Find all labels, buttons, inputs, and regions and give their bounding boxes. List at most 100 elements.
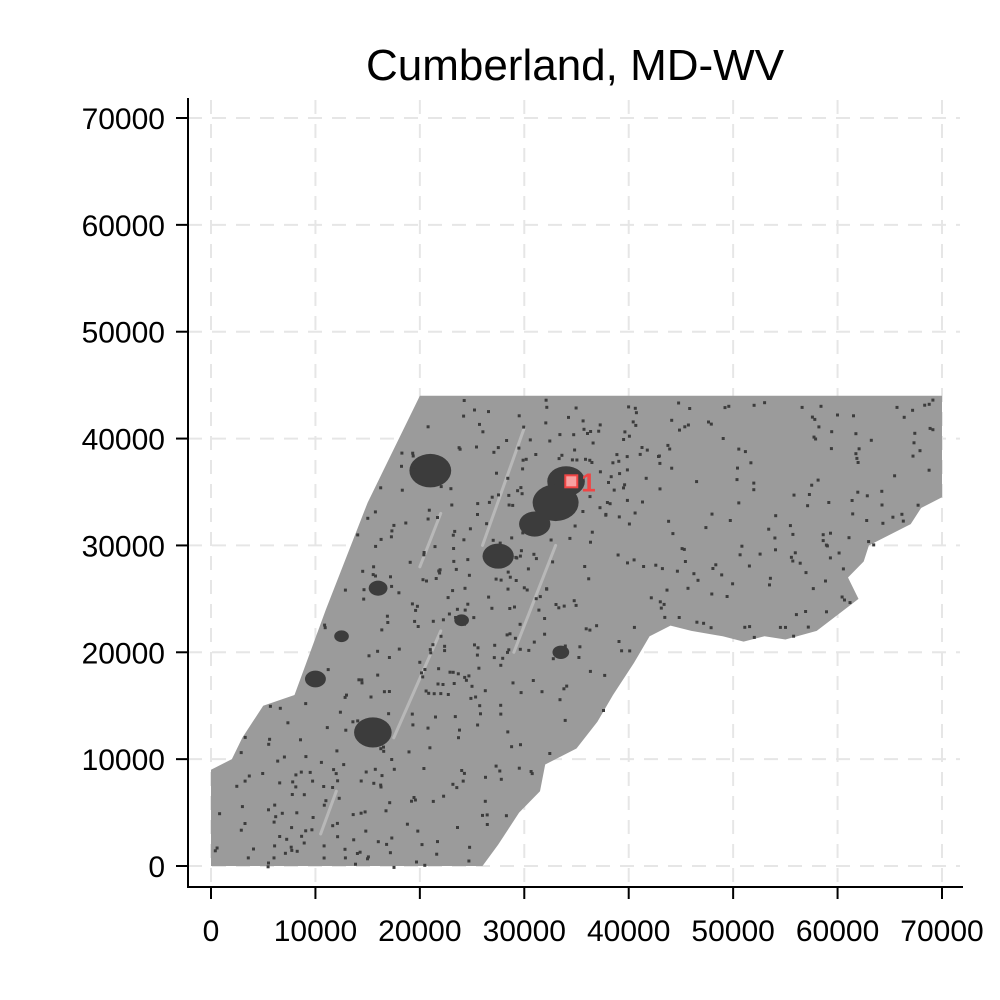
development-speck	[508, 607, 512, 610]
development-speck	[302, 793, 306, 797]
y-tick-label: 60000	[82, 210, 165, 243]
development-speck	[552, 488, 556, 492]
development-speck	[916, 503, 920, 507]
development-speck	[436, 840, 439, 844]
development-speck	[411, 451, 415, 455]
development-speck	[431, 799, 435, 803]
development-speck	[670, 466, 674, 470]
development-speck	[562, 687, 566, 691]
development-speck	[390, 584, 394, 588]
development-speck	[736, 466, 739, 470]
development-speck	[423, 863, 427, 867]
development-speck	[360, 681, 364, 685]
development-speck	[379, 747, 383, 751]
development-speck	[457, 446, 461, 450]
development-speck	[631, 420, 635, 424]
development-speck	[525, 588, 529, 592]
development-speck	[792, 493, 796, 497]
development-speck	[511, 503, 515, 507]
development-speck	[565, 684, 569, 688]
development-speck	[662, 602, 666, 606]
development-speck	[358, 850, 362, 854]
development-speck	[807, 493, 811, 496]
development-speck	[498, 541, 502, 545]
development-speck	[384, 809, 388, 813]
development-speck	[360, 678, 364, 682]
development-speck	[413, 619, 417, 623]
development-speck	[382, 745, 385, 749]
development-speck	[433, 545, 437, 549]
development-speck	[462, 414, 466, 418]
development-speck	[709, 422, 713, 426]
development-speck	[567, 415, 570, 419]
development-speck	[738, 553, 742, 557]
development-speck	[578, 645, 582, 649]
development-speck	[323, 626, 327, 630]
development-speck	[668, 447, 672, 451]
development-speck	[364, 829, 368, 833]
development-speck	[589, 540, 592, 544]
development-speck	[493, 643, 497, 647]
development-speck	[678, 428, 681, 432]
development-speck	[411, 723, 415, 727]
development-speck	[743, 450, 747, 454]
development-speck	[584, 457, 587, 461]
development-speck	[299, 738, 302, 742]
development-speck	[239, 751, 243, 755]
development-speck	[357, 678, 361, 682]
development-speck	[438, 568, 442, 572]
development-speck	[319, 760, 323, 764]
development-speck	[392, 767, 396, 771]
development-speck	[373, 767, 377, 771]
development-speck	[355, 852, 359, 855]
development-speck	[625, 498, 629, 502]
development-speck	[645, 448, 649, 452]
development-speck	[542, 526, 546, 530]
development-speck	[595, 624, 599, 628]
development-speck	[731, 582, 735, 586]
development-speck	[554, 501, 558, 505]
development-speck	[505, 633, 509, 637]
development-speck	[819, 404, 823, 408]
development-speck	[611, 461, 615, 465]
development-speck	[923, 403, 927, 407]
development-speck	[385, 842, 389, 846]
development-speck	[522, 425, 526, 429]
development-speck	[452, 559, 456, 563]
development-speck	[475, 445, 478, 449]
development-speck	[476, 646, 480, 650]
development-speck	[387, 656, 391, 659]
development-speck	[551, 560, 555, 564]
development-speck	[492, 656, 496, 660]
development-speck	[855, 456, 859, 460]
development-speck	[462, 399, 466, 402]
development-speck	[451, 533, 455, 537]
development-speck	[362, 588, 366, 592]
development-speck	[426, 517, 430, 521]
development-speck	[463, 622, 466, 626]
development-speck	[274, 815, 278, 819]
development-speck	[813, 417, 817, 421]
development-speck	[389, 535, 393, 539]
development-speck	[911, 454, 915, 458]
development-speck	[511, 681, 515, 685]
y-tick-label: 0	[148, 851, 165, 884]
development-speck	[682, 547, 686, 551]
development-speck	[688, 407, 692, 410]
y-tick-label: 50000	[82, 317, 165, 350]
development-speck	[451, 782, 455, 786]
development-speck	[268, 704, 272, 708]
development-speck	[714, 563, 718, 567]
dense-cluster	[482, 543, 514, 569]
development-speck	[416, 625, 420, 628]
development-speck	[616, 553, 620, 557]
y-tick-label: 40000	[82, 424, 165, 457]
development-speck	[407, 750, 411, 754]
development-speck	[677, 401, 681, 405]
development-speck	[545, 587, 549, 591]
development-speck	[468, 845, 472, 849]
development-speck	[421, 675, 425, 679]
development-speck	[494, 577, 498, 581]
development-speck	[497, 493, 500, 497]
development-speck	[450, 503, 454, 507]
